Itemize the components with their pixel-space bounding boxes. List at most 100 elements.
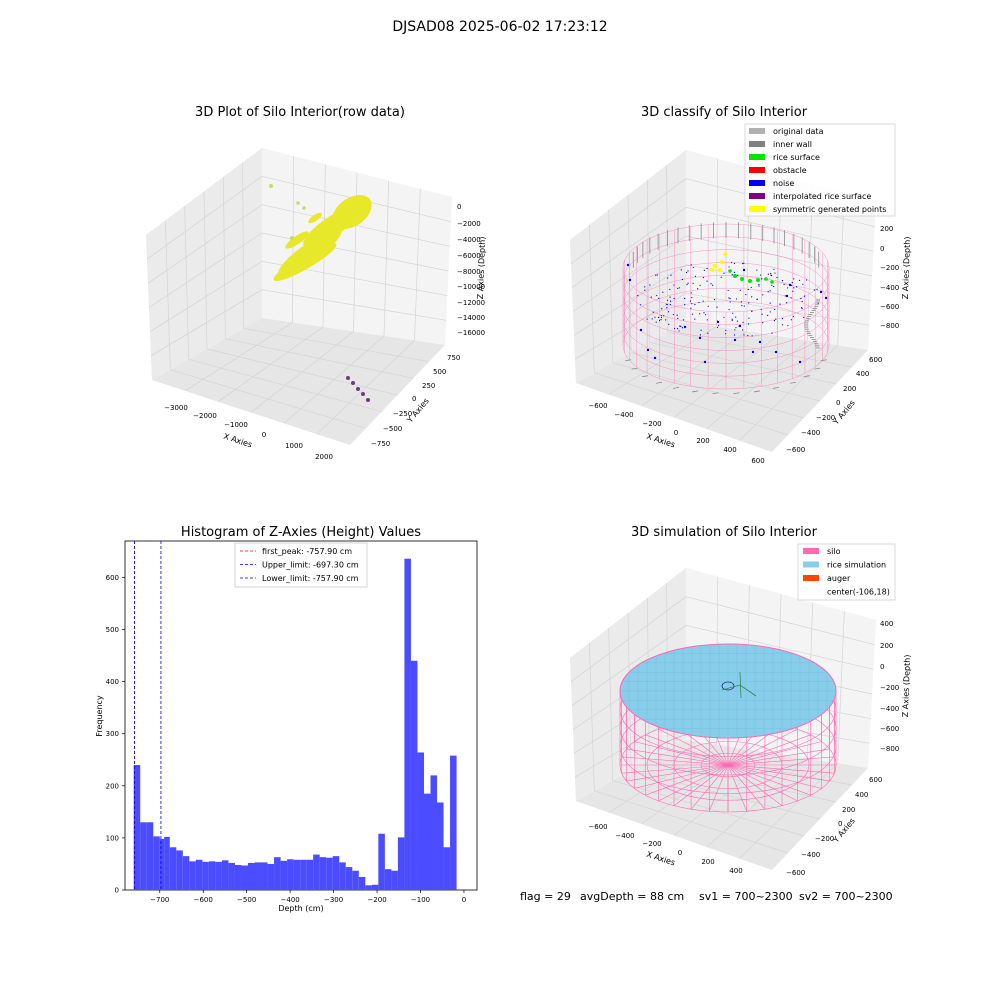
noise-point xyxy=(706,268,707,269)
noise-point xyxy=(695,276,696,277)
noise-point xyxy=(825,297,827,299)
noise-point xyxy=(758,285,759,286)
histogram-legend-label: first_peak: -757.90 cm xyxy=(262,547,352,556)
noise-point xyxy=(656,295,657,296)
histogram-bar xyxy=(417,752,424,890)
noise-point xyxy=(644,290,645,291)
noise-point xyxy=(661,315,662,316)
noise-point xyxy=(802,284,803,285)
noise-point xyxy=(768,274,769,275)
raw-x-tick: −3000 xyxy=(164,404,188,412)
classify-z-ticks: 200 0 −200 −400 −600 −800 xyxy=(880,225,899,330)
raw-x-tick: −2000 xyxy=(193,412,217,420)
histogram-bar xyxy=(248,863,255,890)
noise-point xyxy=(697,288,698,289)
noise-point xyxy=(793,278,794,279)
noise-point xyxy=(728,266,729,267)
noise-point xyxy=(666,304,667,305)
classify-legend: original datainner wallrice surfaceobsta… xyxy=(745,124,895,216)
noise-point xyxy=(796,286,797,287)
histogram-bar xyxy=(281,861,288,890)
noise-point xyxy=(714,299,715,300)
noise-point xyxy=(760,275,761,276)
noise-point xyxy=(734,263,735,264)
noise-point xyxy=(740,290,741,291)
simulation-x-tick: 0 xyxy=(678,849,682,857)
noise-point xyxy=(694,304,695,305)
classify-legend-swatch xyxy=(749,193,765,199)
histogram-bar xyxy=(378,834,385,890)
noise-point xyxy=(800,298,801,299)
histogram-x-tick: −400 xyxy=(281,896,300,904)
histogram-x-tick: −600 xyxy=(194,896,213,904)
classify-legend-swatch xyxy=(749,128,765,134)
simulation-legend-swatch xyxy=(803,548,819,554)
classify-legend-label: obstacle xyxy=(773,166,807,175)
noise-point xyxy=(684,304,685,305)
classify-legend-swatch xyxy=(749,180,765,186)
simulation-z-tick: 400 xyxy=(880,620,893,628)
classify-z-tick: −200 xyxy=(880,264,899,272)
noise-point xyxy=(644,286,645,287)
simulation-x-label: X Axies xyxy=(645,850,676,868)
noise-point xyxy=(699,337,701,339)
noise-point xyxy=(703,312,704,313)
noise-point xyxy=(742,263,743,264)
noise-point xyxy=(629,279,631,281)
noise-point xyxy=(700,285,701,286)
noise-point xyxy=(674,328,675,329)
histogram-bar xyxy=(160,839,164,890)
histogram-bar xyxy=(307,860,314,890)
suptitle: DJSAD08 2025-06-02 17:23:12 xyxy=(392,19,607,35)
simulation-z-tick: 200 xyxy=(880,642,893,650)
noise-point xyxy=(693,283,694,284)
noise-point xyxy=(776,277,777,278)
classify-z-tick: 200 xyxy=(880,225,893,233)
noise-point xyxy=(747,335,748,336)
classify-symmetric-point xyxy=(720,260,724,264)
histogram-bar xyxy=(398,837,405,890)
noise-point xyxy=(658,317,659,318)
histogram-y-label: Frequency xyxy=(95,695,104,737)
histogram-bar xyxy=(320,857,327,890)
classify-x-label: X Axies xyxy=(645,432,676,450)
simulation-legend: silorice simulationaugercenter(-106,18) xyxy=(798,544,895,600)
noise-point xyxy=(820,291,822,293)
noise-point xyxy=(775,351,777,353)
classify-symmetric-point xyxy=(710,268,714,272)
noise-point xyxy=(761,309,762,310)
histogram-bar xyxy=(385,869,392,890)
noise-point xyxy=(782,318,783,319)
noise-point xyxy=(677,288,678,289)
noise-point xyxy=(775,319,776,320)
noise-point xyxy=(708,306,709,307)
classify-legend-box xyxy=(745,124,895,216)
raw-z-label: Z Axies (Depth) xyxy=(476,236,487,299)
raw-y-tick: 0 xyxy=(412,395,416,403)
noise-point xyxy=(716,307,717,308)
noise-point xyxy=(792,282,793,283)
noise-point xyxy=(758,284,759,285)
noise-point xyxy=(774,320,775,321)
noise-point xyxy=(704,270,705,271)
noise-point xyxy=(818,303,819,304)
raw-y-tick: −750 xyxy=(371,440,390,448)
noise-point xyxy=(686,284,687,285)
classify-rice-point xyxy=(770,280,774,284)
noise-point xyxy=(703,301,704,302)
raw-sparse-point xyxy=(296,201,300,205)
histogram-bar xyxy=(196,860,203,890)
classify-symmetric-point xyxy=(718,268,722,272)
histogram-bar xyxy=(153,836,160,890)
noise-point xyxy=(717,327,718,328)
noise-point xyxy=(771,285,772,286)
classify-rice-point xyxy=(764,277,768,281)
histogram-y-tick: 300 xyxy=(106,730,119,738)
raw-panel-title: 3D Plot of Silo Interior(row data) xyxy=(195,105,405,120)
noise-point xyxy=(791,319,792,320)
histogram-x-tick: −500 xyxy=(237,896,256,904)
classify-x-tick: −200 xyxy=(642,420,661,428)
simulation-z-tick: 0 xyxy=(880,663,884,671)
noise-point xyxy=(756,299,757,300)
histogram-bar xyxy=(437,802,444,890)
